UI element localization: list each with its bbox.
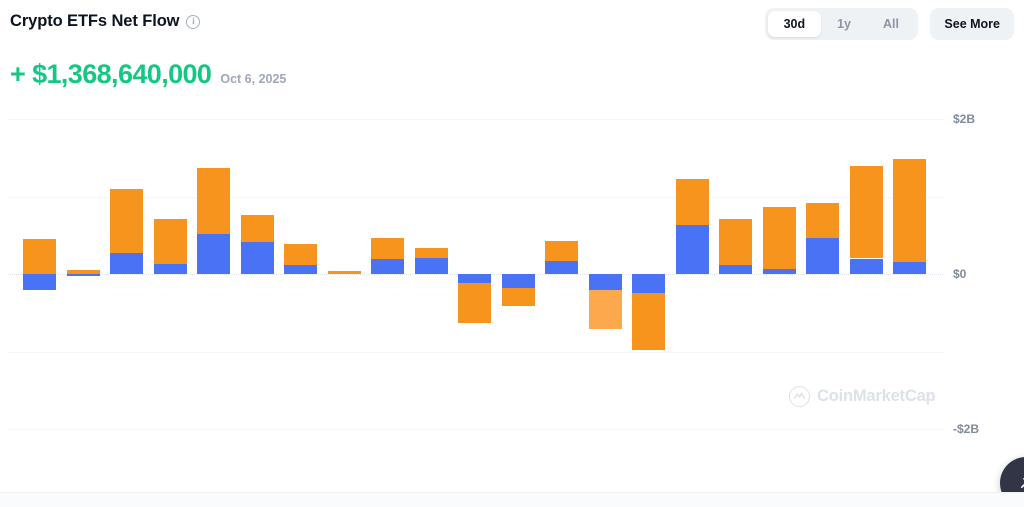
bottom-divider (0, 492, 1024, 507)
chart-bar[interactable] (545, 96, 578, 441)
chart-bar[interactable] (110, 96, 143, 441)
bar-segment-bitcoin (110, 188, 143, 254)
bar-segment-bitcoin (806, 203, 839, 239)
gridline (8, 119, 943, 120)
bar-segment-ethereum (675, 225, 709, 274)
bar-segment-bitcoin (414, 247, 448, 258)
bar-segment-ethereum (66, 274, 100, 277)
bar-segment-ethereum (588, 274, 622, 291)
chart-bar[interactable] (153, 96, 187, 441)
range-button-all[interactable]: All (867, 11, 915, 37)
net-flow-date: Oct 6, 2025 (220, 72, 287, 86)
bar-segment-bitcoin (153, 218, 187, 264)
chart-bar[interactable] (762, 96, 796, 441)
chart-bar[interactable] (414, 96, 448, 441)
net-flow-bar-chart[interactable]: $2B$0-$2B 8 Sep10 Sep14 Sep16 Sep18 Sep2… (0, 96, 1024, 441)
chart-bar[interactable] (588, 96, 622, 441)
net-flow-value: + $1,368,640,000 (10, 59, 212, 89)
bar-segment-ethereum (284, 265, 317, 274)
bar-segment-bitcoin (501, 287, 535, 306)
range-button-1y[interactable]: 1y (821, 11, 867, 37)
range-button-30d[interactable]: 30d (767, 11, 822, 37)
chart-bar[interactable] (371, 96, 404, 441)
bar-segment-bitcoin (675, 179, 709, 226)
chart-bar[interactable] (23, 96, 56, 441)
page-title: Crypto ETFs Net Flow (10, 12, 180, 30)
bar-segment-bitcoin (327, 270, 361, 274)
bar-segment-bitcoin (849, 166, 883, 259)
gridline (8, 351, 943, 353)
bar-segment-bitcoin (719, 218, 752, 265)
chart-bar[interactable] (893, 96, 926, 441)
bar-segment-bitcoin (197, 167, 230, 234)
chart-bar[interactable] (675, 96, 709, 441)
chart-bar[interactable] (806, 96, 839, 441)
bar-segment-ethereum (632, 274, 665, 294)
bar-segment-ethereum (240, 242, 274, 274)
bar-segment-ethereum (501, 274, 535, 288)
bar-segment-bitcoin (371, 237, 404, 260)
info-icon[interactable]: i (186, 14, 201, 29)
bar-segment-bitcoin (23, 239, 56, 274)
chart-bar[interactable] (719, 96, 752, 441)
time-range-toggle-group[interactable]: 30d 1y All (764, 8, 918, 40)
gridline (8, 429, 943, 430)
gridline (8, 196, 943, 198)
bar-segment-ethereum (545, 260, 578, 274)
chart-bar[interactable] (458, 96, 491, 441)
widget-header: Crypto ETFs Net Flow i (10, 12, 201, 31)
bar-segment-bitcoin (284, 243, 317, 266)
chart-bar[interactable] (327, 96, 361, 441)
bar-segment-ethereum (414, 257, 448, 274)
bar-segment-bitcoin (240, 215, 274, 243)
y-axis-tick-label: $0 (953, 267, 967, 281)
bar-segment-ethereum (719, 264, 752, 274)
chart-bar[interactable] (632, 96, 665, 441)
chart-bar[interactable] (66, 96, 100, 441)
bar-segment-ethereum (458, 274, 491, 284)
see-more-button[interactable]: See More (930, 8, 1014, 40)
y-axis-tick-label: $2B (953, 112, 976, 126)
bar-segment-bitcoin (458, 283, 491, 323)
bar-segment-bitcoin (762, 206, 796, 269)
bar-segment-bitcoin (588, 290, 622, 330)
chart-bar[interactable] (849, 96, 883, 441)
bar-segment-bitcoin (545, 241, 578, 261)
arrow-up-right-icon (1021, 478, 1024, 488)
bar-segment-ethereum (849, 258, 883, 274)
bar-segment-ethereum (23, 274, 56, 291)
bar-segment-bitcoin (632, 293, 665, 350)
chart-bar[interactable] (284, 96, 317, 441)
chart-bar[interactable] (240, 96, 274, 441)
bar-segment-ethereum (371, 259, 404, 274)
bar-segment-ethereum (153, 263, 187, 274)
bar-segment-ethereum (110, 253, 143, 274)
chart-bar[interactable] (501, 96, 535, 441)
bar-segment-ethereum (893, 262, 926, 274)
chart-plot-area (0, 96, 945, 441)
bar-segment-ethereum (762, 268, 796, 274)
bar-segment-bitcoin (66, 270, 100, 274)
bar-segment-ethereum (806, 238, 839, 274)
bar-segment-ethereum (197, 233, 230, 274)
y-axis-tick-label: -$2B (953, 422, 980, 436)
bar-segment-bitcoin (893, 158, 926, 263)
net-flow-summary: + $1,368,640,000 Oct 6, 2025 (10, 59, 286, 90)
chart-bar[interactable] (197, 96, 230, 441)
